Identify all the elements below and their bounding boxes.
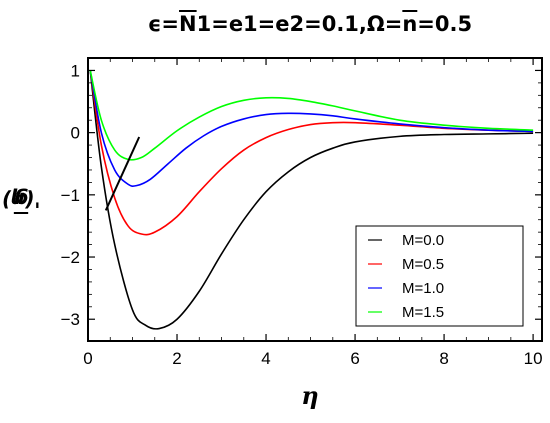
legend-label: M=1.5 — [402, 304, 444, 321]
y-tick-label: −1 — [61, 186, 80, 205]
x-tick-label: 10 — [524, 349, 543, 368]
y-tick-label: 1 — [71, 61, 80, 80]
x-tick-label: 6 — [350, 349, 359, 368]
legend-box — [355, 225, 524, 327]
x-tick-label: 4 — [261, 349, 270, 368]
series-line-2 — [89, 70, 534, 187]
series-line-1 — [89, 70, 534, 236]
plot-frame — [87, 57, 543, 342]
legend-label: M=0.0 — [402, 232, 444, 249]
chart-title: ϵ=N1=e1=e2=0.1,Ω=n=0.5 — [147, 12, 473, 36]
x-axis-label: η — [301, 381, 319, 410]
x-tick-label: 2 — [172, 349, 181, 368]
x-tick-label: 8 — [439, 349, 448, 368]
series-line-0 — [89, 70, 534, 330]
legend-label: M=1.0 — [402, 280, 444, 297]
y-tick-label: −2 — [61, 248, 80, 267]
y-tick-label: 0 — [71, 124, 80, 143]
trend-arrow — [104, 136, 141, 211]
x-tick-label: 0 — [83, 349, 92, 368]
y-tick-label: −3 — [61, 310, 80, 329]
legend-label: M=0.5 — [402, 256, 444, 273]
series-line-3 — [89, 70, 534, 161]
